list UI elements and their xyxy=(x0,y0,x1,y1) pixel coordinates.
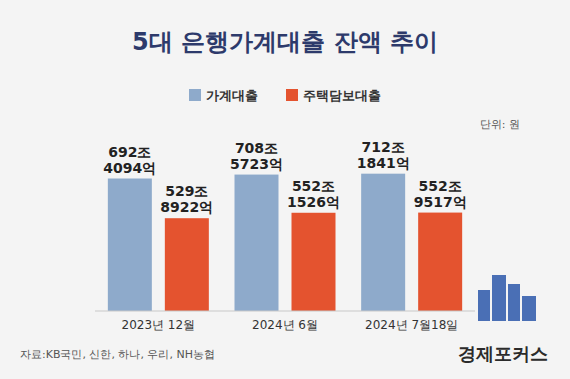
tick-label: 2024년 7월18일 xyxy=(365,318,458,332)
data-label-line: 529조 xyxy=(165,183,208,199)
data-labels: 692조4094억 708조5723억 712조1841억 529조8922억 552조… xyxy=(103,139,466,216)
bar xyxy=(235,175,279,311)
bar xyxy=(361,174,405,311)
data-label-line: 9517억 xyxy=(414,194,467,210)
legend-label: 가계대출 xyxy=(206,88,258,103)
data-label-line: 1841억 xyxy=(357,155,410,171)
decoration xyxy=(478,275,536,321)
data-label-line: 5723억 xyxy=(230,156,283,172)
data-label: 552조9517억 xyxy=(414,178,467,210)
building xyxy=(492,275,506,321)
legend-swatch xyxy=(189,89,201,101)
data-label-line: 4094억 xyxy=(103,160,156,176)
data-label-line: 552조 xyxy=(419,178,462,194)
title: 5대 은행가계대출 잔액 추이 xyxy=(132,28,438,56)
logo: 경제포커스 xyxy=(458,343,548,364)
data-label-line: 8922억 xyxy=(160,199,213,215)
source: 자료:KB국민, 신한, 하나, 우리, NH농협 xyxy=(20,348,215,361)
data-label: 712조1841억 xyxy=(357,139,410,171)
data-label-line: 692조 xyxy=(108,144,151,160)
data-label: 692조4094억 xyxy=(103,144,156,176)
chart: 5대 은행가계대출 잔액 추이가계대출 주택담보대출단위: 원 692조4094억 7… xyxy=(0,0,570,379)
building xyxy=(478,290,490,321)
legend-swatch xyxy=(286,89,298,101)
axis-line xyxy=(95,311,475,312)
bars xyxy=(108,174,462,311)
tick-label: 2024년 6월 xyxy=(252,318,318,332)
bar xyxy=(108,179,152,311)
data-label: 552조1526억 xyxy=(287,178,340,210)
building xyxy=(522,296,536,321)
data-label: 708조5723억 xyxy=(230,140,283,172)
data-label: 529조8922억 xyxy=(160,183,213,215)
building xyxy=(508,284,520,321)
bar xyxy=(165,218,209,311)
data-label-line: 552조 xyxy=(292,178,335,194)
data-label-line: 1526억 xyxy=(287,194,340,210)
data-label-line: 712조 xyxy=(362,139,405,155)
unit-note: 단위: 원 xyxy=(480,118,520,131)
bar xyxy=(292,213,336,311)
bar xyxy=(418,213,462,311)
tick-label: 2023년 12월 xyxy=(122,318,196,332)
legend: 가계대출 주택담보대출 xyxy=(189,88,381,103)
legend-label: 주택담보대출 xyxy=(303,88,381,103)
data-label-line: 708조 xyxy=(235,140,278,156)
background xyxy=(0,0,570,379)
